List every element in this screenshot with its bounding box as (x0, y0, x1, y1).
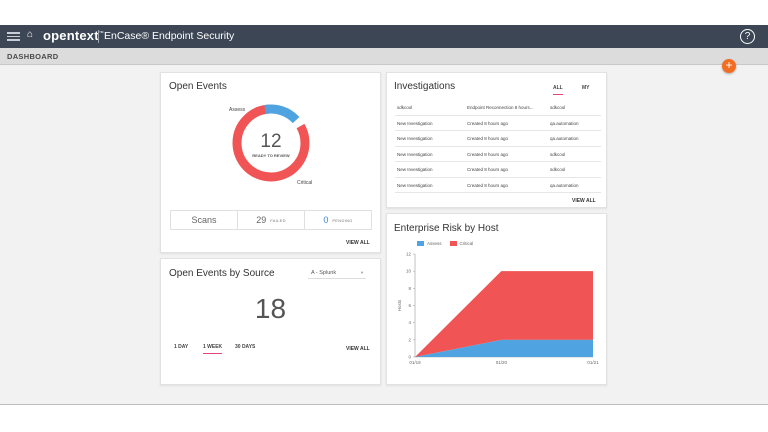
home-icon[interactable]: ⌂ (27, 29, 34, 40)
app-window: ⌂ opentext™ EnCase® Endpoint Security ? … (0, 25, 768, 405)
table-row[interactable]: New Investigation Created 8 hours ago qa.a… (395, 116, 601, 131)
page-title: DASHBOARD (7, 52, 59, 61)
legend-assess[interactable]: Assess (417, 241, 442, 246)
y-tick-label: 12 (406, 252, 412, 257)
open-events-view-all[interactable]: VIEW ALL (346, 240, 370, 246)
legend-critical[interactable]: Critical (449, 241, 473, 246)
tab-my[interactable]: MY (582, 85, 590, 91)
investigations-card: Investigations ALL MY sdkcool Endpoint Re… (386, 72, 607, 208)
card-title: Enterprise Risk by Host (394, 223, 499, 234)
enterprise-risk-card: Enterprise Risk by Host Assess Critical … (386, 213, 607, 385)
critical-label: Critical (297, 180, 313, 186)
breadcrumb-bar: DASHBOARD (0, 48, 768, 65)
open-events-card: Open Events 12 READY TO REVIEW Assess Cr… (160, 72, 381, 253)
table-row[interactable]: New Investigation Created 8 hours ago sdkc… (395, 162, 601, 178)
pending-count: 0 (323, 215, 329, 225)
donut-chart (232, 104, 310, 182)
source-select[interactable]: A - Splunk ▼ (308, 267, 366, 279)
scan-stats: Scans 29 FAILED 0 PENDING (170, 210, 372, 230)
x-tick-label: 01/19 (409, 360, 421, 365)
scans-stat[interactable]: Scans (171, 211, 238, 229)
chart-legend: Assess Critical (417, 241, 473, 246)
events-by-source-card: Open Events by Source A - Splunk ▼ 18 1 … (160, 258, 381, 385)
source-view-all[interactable]: VIEW ALL (346, 346, 370, 352)
source-event-count: 18 (254, 293, 287, 324)
investigations-table: sdkcool Endpoint Reconnection 8 hours... s… (395, 100, 601, 193)
y-tick-label: 4 (408, 320, 411, 325)
open-events-donut[interactable]: 12 READY TO REVIEW (221, 93, 321, 193)
assess-label: Assess (229, 107, 246, 113)
chevron-down-icon: ▼ (360, 270, 364, 275)
x-tick-label: 01/20 (496, 360, 508, 365)
menu-icon[interactable] (7, 32, 20, 41)
brand-logo: opentext™ (43, 28, 104, 43)
risk-area-chart: 0 2 4 6 8 10 12 01/19 01/20 01/21 Hosts (397, 252, 599, 366)
card-title: Investigations (394, 81, 456, 92)
card-title: Open Events (169, 81, 227, 92)
pending-stat[interactable]: 0 PENDING (323, 215, 353, 225)
investigations-view-all[interactable]: VIEW ALL (572, 198, 596, 204)
range-1-day[interactable]: 1 DAY (174, 344, 189, 350)
add-widget-button[interactable]: + (722, 59, 736, 73)
help-icon[interactable]: ? (740, 29, 755, 44)
open-events-caption: READY TO REVIEW (252, 153, 290, 158)
table-row[interactable]: New Investigation Created 8 hours ago qa.a… (395, 131, 601, 147)
failed-count: 29 (256, 215, 267, 225)
card-title: Open Events by Source (169, 268, 275, 279)
range-1-week[interactable]: 1 WEEK (203, 344, 223, 354)
assess-area (415, 339, 593, 357)
source-select-value: A - Splunk (311, 270, 337, 276)
table-row[interactable]: New Investigation Created 8 hours ago qa.a… (395, 178, 601, 193)
product-name: EnCase® Endpoint Security (104, 30, 235, 42)
table-row[interactable]: sdkcool Endpoint Reconnection 8 hours... s… (395, 100, 601, 116)
table-row[interactable]: New Investigation Created 8 hours ago sdkc… (395, 147, 601, 162)
critical-area (415, 271, 593, 357)
top-bar: ⌂ opentext™ EnCase® Endpoint Security ? (0, 25, 768, 48)
brand-divider (98, 30, 99, 43)
y-tick-label: 10 (406, 269, 412, 274)
y-tick-label: 6 (408, 303, 411, 308)
critical-slice (232, 104, 310, 182)
y-tick-label: 8 (408, 286, 411, 291)
x-tick-label: 01/21 (587, 360, 599, 365)
range-30-days[interactable]: 30 DAYS (235, 344, 256, 350)
investigations-tabs: ALL MY (551, 83, 607, 95)
y-axis-label: Hosts (397, 299, 402, 311)
open-events-count: 12 (260, 131, 282, 152)
tab-all[interactable]: ALL (553, 85, 563, 95)
y-tick-label: 0 (408, 355, 411, 360)
y-tick-label: 2 (408, 337, 411, 342)
failed-stat[interactable]: 29 FAILED (238, 211, 305, 229)
